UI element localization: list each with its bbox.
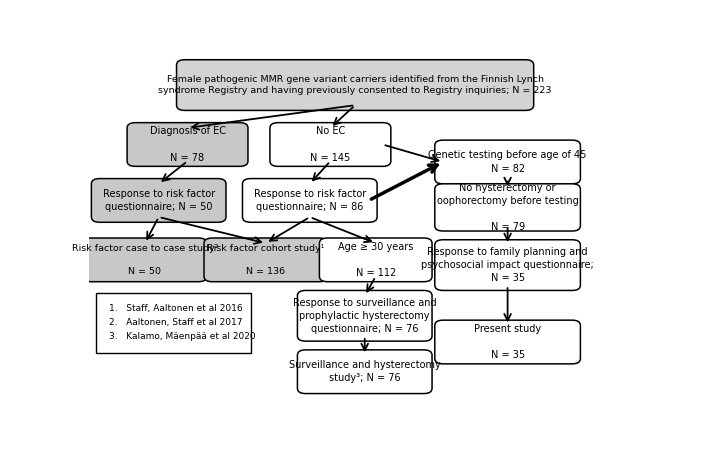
FancyBboxPatch shape xyxy=(204,238,328,281)
FancyBboxPatch shape xyxy=(319,238,432,281)
Text: Surveillance and hysterectomy
study³; N = 76: Surveillance and hysterectomy study³; N … xyxy=(289,360,440,383)
FancyBboxPatch shape xyxy=(177,60,534,110)
Text: Genetic testing before age of 45
N = 82: Genetic testing before age of 45 N = 82 xyxy=(428,150,587,173)
FancyBboxPatch shape xyxy=(435,240,581,291)
FancyBboxPatch shape xyxy=(96,293,251,353)
Text: Risk factor cohort study¹

N = 136: Risk factor cohort study¹ N = 136 xyxy=(207,243,325,276)
FancyBboxPatch shape xyxy=(270,123,391,166)
Text: Response to surveillance and
prophylactic hysterectomy
questionnaire; N = 76: Response to surveillance and prophylacti… xyxy=(293,297,437,334)
Text: No EC

N = 145: No EC N = 145 xyxy=(311,126,350,163)
Text: 1.   Staff, Aaltonen et al 2016
2.   Aaltonen, Staff et al 2017
3.   Kalamo, Mäe: 1. Staff, Aaltonen et al 2016 2. Aaltone… xyxy=(109,304,255,341)
FancyBboxPatch shape xyxy=(298,291,432,341)
Text: Response to family planning and
psychosocial impact questionnaire;
N = 35: Response to family planning and psychoso… xyxy=(421,247,594,283)
FancyBboxPatch shape xyxy=(435,320,581,364)
Text: Response to risk factor
questionnaire; N = 86: Response to risk factor questionnaire; N… xyxy=(254,189,366,212)
Text: No hysterectomy or
oophorectomy before testing

N = 79: No hysterectomy or oophorectomy before t… xyxy=(437,183,579,232)
FancyBboxPatch shape xyxy=(435,140,581,184)
FancyBboxPatch shape xyxy=(242,178,377,222)
Text: Diagnosis of EC

N = 78: Diagnosis of EC N = 78 xyxy=(150,126,225,163)
Text: Risk factor case to case study²

N = 50: Risk factor case to case study² N = 50 xyxy=(72,243,218,276)
FancyBboxPatch shape xyxy=(83,238,207,281)
FancyBboxPatch shape xyxy=(127,123,248,166)
Text: Response to risk factor
questionnaire; N = 50: Response to risk factor questionnaire; N… xyxy=(103,189,215,212)
Text: Age ≥ 30 years

N = 112: Age ≥ 30 years N = 112 xyxy=(338,242,413,278)
Text: Female pathogenic MMR gene variant carriers identified from the Finnish Lynch
sy: Female pathogenic MMR gene variant carri… xyxy=(158,74,552,95)
FancyBboxPatch shape xyxy=(435,184,581,231)
FancyBboxPatch shape xyxy=(91,178,226,222)
FancyBboxPatch shape xyxy=(298,350,432,394)
Text: Present study

N = 35: Present study N = 35 xyxy=(474,324,541,360)
